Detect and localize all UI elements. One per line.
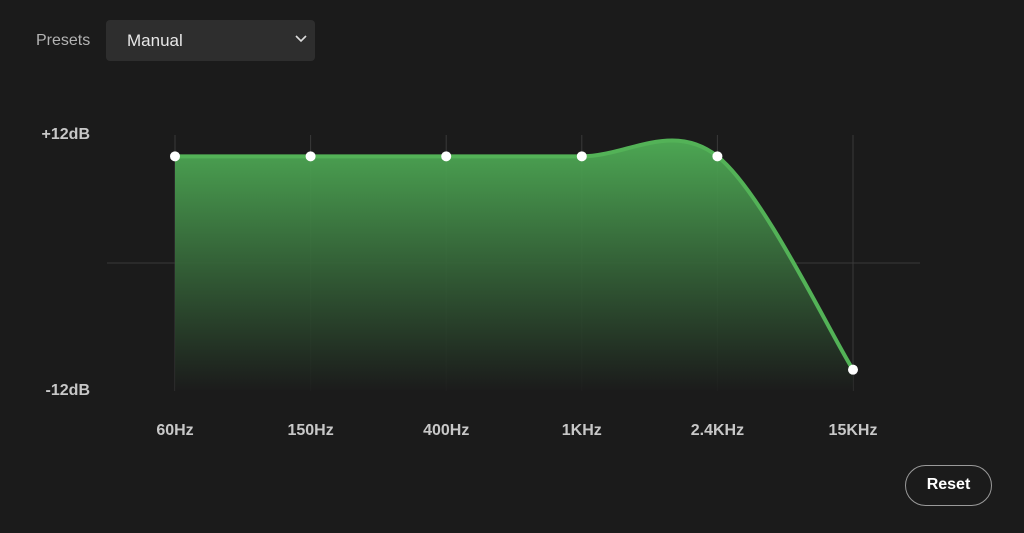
x-tick-label: 150Hz [287, 422, 333, 439]
chevron-icon [295, 35, 307, 43]
reset-button[interactable]: Reset [905, 465, 992, 506]
eq-point [170, 151, 180, 162]
preset-dropdown[interactable]: Manual [106, 20, 315, 61]
y-tick-label: -12dB [46, 382, 90, 399]
eq-point [305, 151, 316, 162]
x-tick-label: 1KHz [562, 422, 602, 439]
preset-value: Manual [127, 31, 183, 50]
x-tick-label: 60Hz [156, 422, 193, 439]
y-tick-label: +12dB [42, 126, 90, 143]
eq-point [712, 151, 723, 162]
x-tick-label: 400Hz [423, 422, 469, 439]
eq-point [441, 151, 452, 162]
presets-label: Presets [36, 32, 91, 49]
x-tick-label: 15KHz [829, 422, 878, 439]
eq-point [576, 151, 587, 162]
x-tick-label: 2.4KHz [691, 422, 744, 439]
eq-point [848, 364, 858, 375]
eq-area [175, 140, 853, 391]
